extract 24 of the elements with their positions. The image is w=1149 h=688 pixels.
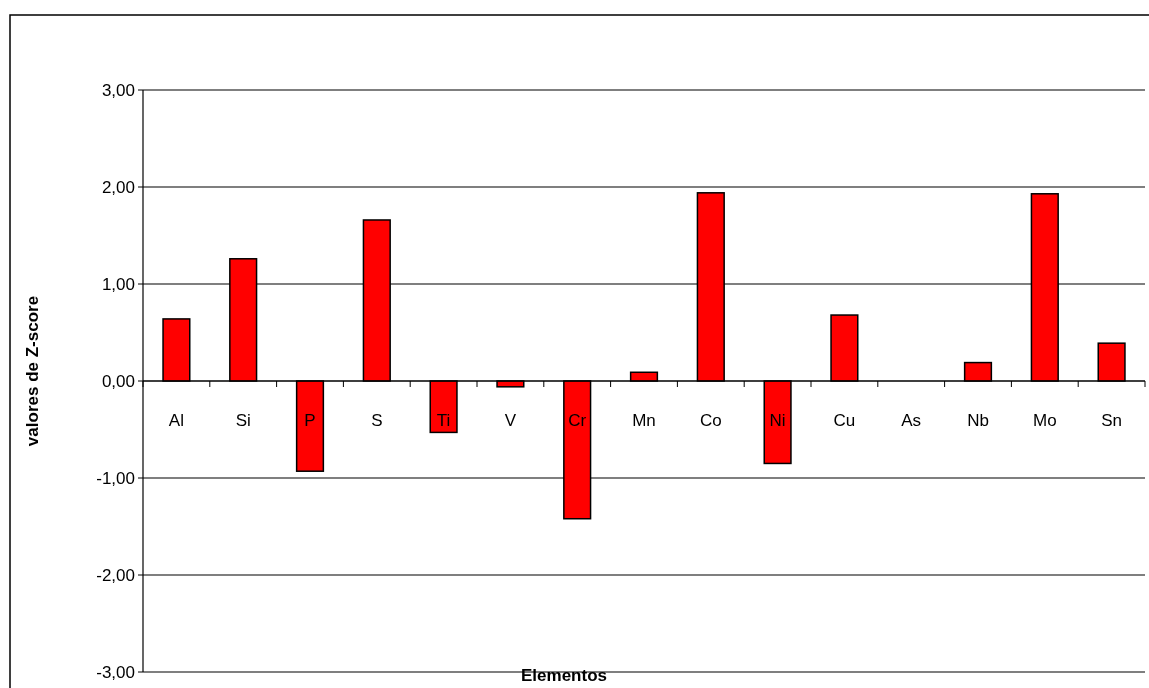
y-tick-label: -3,00 <box>96 662 135 682</box>
x-axis-title: Elementos <box>521 666 607 685</box>
y-tick-label: -1,00 <box>96 468 135 488</box>
x-tick-label: V <box>504 411 517 430</box>
x-tick-label: Al <box>168 411 184 430</box>
x-tick-label: Sn <box>1101 411 1122 430</box>
y-axis-title: valores de Z-score <box>23 295 42 447</box>
y-tick-label: 2,00 <box>101 177 135 197</box>
x-tick-label: Co <box>699 411 722 430</box>
x-tick-label: Cr <box>568 411 587 430</box>
x-tick-label: Nb <box>967 411 989 430</box>
x-tick-label: Si <box>235 411 251 430</box>
x-tick-label: S <box>371 411 383 430</box>
y-tick-label: 0,00 <box>101 371 135 391</box>
y-tick-label: -2,00 <box>96 565 135 585</box>
y-tick-label: 3,00 <box>101 80 135 100</box>
x-tick-label: Ti <box>436 411 451 430</box>
x-tick-label: Ni <box>769 411 786 430</box>
y-tick-label: 1,00 <box>101 274 135 294</box>
x-tick-label: Mo <box>1032 411 1057 430</box>
x-tick-label: Mn <box>632 411 656 430</box>
x-tick-label: P <box>304 411 316 430</box>
x-tick-label: As <box>901 411 922 430</box>
x-tick-label: Cu <box>833 411 856 430</box>
